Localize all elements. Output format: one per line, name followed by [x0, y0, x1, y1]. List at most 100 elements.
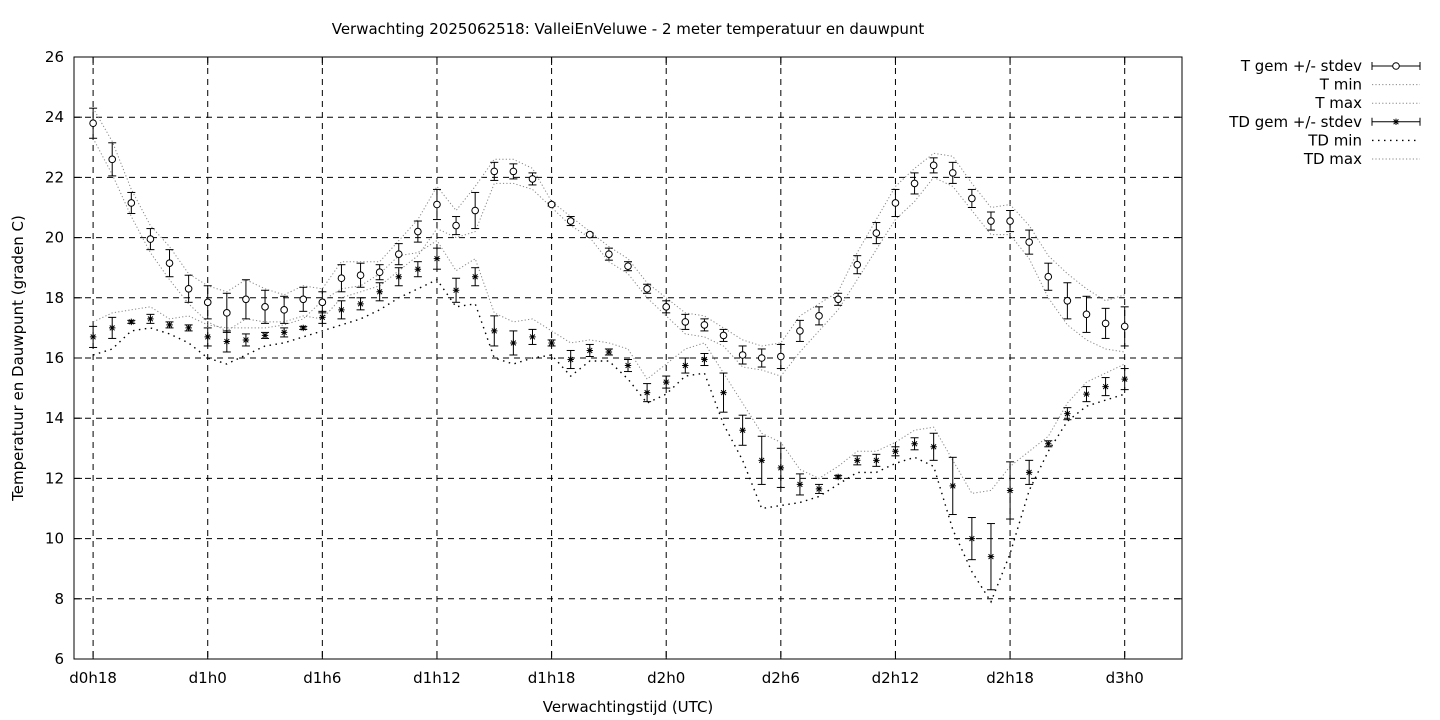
data-point [261, 289, 270, 324]
marker-circle [719, 331, 728, 340]
marker-star [89, 333, 97, 341]
data-point [280, 327, 289, 338]
data-point [719, 328, 728, 342]
data-point [108, 316, 117, 339]
data-point [1101, 377, 1110, 397]
data-point [413, 220, 422, 243]
data-point [948, 456, 957, 516]
marker-circle [566, 217, 575, 225]
x-tick-label: d0h18 [69, 669, 117, 687]
marker-circle [643, 284, 651, 293]
data-point [299, 324, 308, 332]
marker-star [510, 339, 517, 347]
data-point [776, 343, 785, 370]
marker-star [261, 332, 269, 339]
marker-circle [318, 298, 327, 307]
data-point [585, 230, 594, 239]
min-max-lines [92, 107, 1125, 604]
marker-circle [796, 327, 804, 335]
marker-star [930, 443, 937, 450]
marker-circle [605, 250, 613, 258]
data-point [261, 331, 270, 339]
data-point [566, 349, 575, 370]
data-point [165, 249, 174, 278]
marker-star [109, 324, 116, 332]
data-point [853, 255, 862, 275]
marker-star [185, 324, 192, 332]
marker-star [949, 482, 956, 490]
data-point [1101, 307, 1110, 339]
marker-star [758, 457, 765, 464]
marker-star [1006, 487, 1014, 494]
data-point [891, 188, 900, 218]
marker-star [1064, 410, 1071, 417]
marker-star [777, 464, 785, 472]
x-tick-label: d2h18 [986, 669, 1034, 687]
marker-star [491, 327, 498, 335]
marker-star [854, 457, 861, 464]
marker-star [548, 339, 555, 347]
x-tick-label: d1h18 [528, 669, 576, 687]
legend-label: TD min [1307, 131, 1362, 149]
marker-star [720, 389, 727, 396]
marker-circle [108, 155, 117, 164]
data-point [948, 161, 957, 184]
data-point [967, 188, 976, 208]
marker-star [1083, 390, 1090, 398]
data-point [509, 330, 518, 356]
marker-star [892, 448, 899, 455]
data-point [471, 267, 480, 287]
legend-label: TD max [1303, 150, 1362, 168]
data-point [738, 345, 747, 365]
marker-star [968, 535, 976, 542]
marker-circle [89, 119, 97, 128]
data-point [89, 107, 98, 139]
y-tick-label: 14 [45, 409, 64, 427]
data-point [394, 243, 403, 266]
marker-star [223, 338, 231, 345]
data-point [318, 291, 327, 314]
marker-star [376, 288, 383, 295]
marker-circle [738, 351, 747, 359]
marker-circle [987, 217, 995, 225]
data-point [624, 261, 632, 272]
x-axis-label: Verwachtingstijd (UTC) [543, 698, 714, 716]
marker-circle [1120, 322, 1129, 331]
y-tick-label: 20 [45, 229, 64, 247]
x-tick-label: d2h12 [872, 669, 920, 687]
chart-title: Verwachting 2025062518: ValleiEnVeluwe -… [332, 20, 925, 38]
marker-circle [1025, 238, 1033, 246]
marker-star [796, 481, 804, 488]
data-point [891, 446, 900, 457]
marker-star [319, 314, 326, 321]
legend-item: T max [1314, 94, 1420, 112]
marker-circle [203, 298, 212, 307]
data-point [1006, 461, 1015, 520]
data-point [929, 157, 938, 174]
legend-label: T max [1314, 94, 1362, 112]
data-point [241, 333, 250, 347]
marker-circle [299, 295, 308, 304]
data-point [834, 473, 843, 481]
marker-circle [910, 179, 919, 188]
marker-circle [1044, 272, 1053, 281]
data-point [547, 200, 556, 209]
marker-circle [261, 303, 269, 311]
data-point [108, 142, 117, 177]
marker-circle [700, 321, 709, 329]
data-point [872, 453, 881, 467]
data-point [929, 432, 938, 461]
data-point [509, 163, 518, 180]
marker-circle [528, 175, 537, 183]
data-point [337, 264, 346, 293]
marker-circle [585, 230, 594, 239]
data-point [795, 319, 804, 342]
data-point [490, 161, 499, 181]
x-tick-label: d2h6 [762, 669, 800, 687]
data-point [203, 327, 212, 347]
marker-circle [1063, 297, 1072, 305]
data-point [986, 211, 995, 231]
marker-circle [929, 161, 938, 170]
data-point [452, 277, 461, 303]
